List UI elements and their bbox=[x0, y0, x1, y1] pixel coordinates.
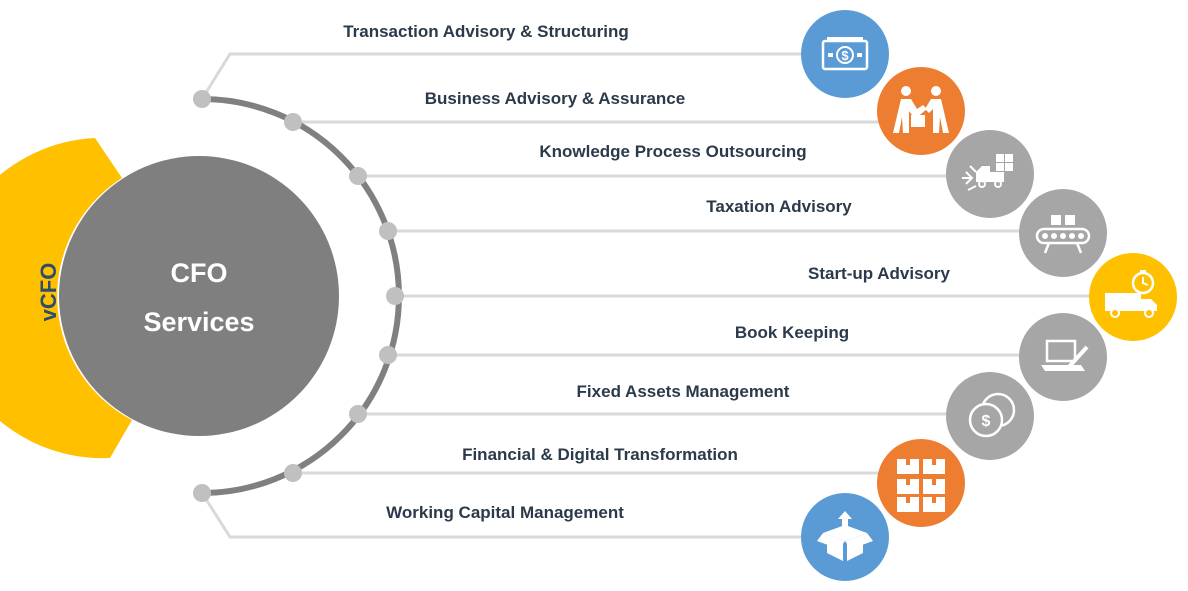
open-box-icon bbox=[801, 493, 889, 581]
arc-node bbox=[379, 222, 397, 240]
arc-nodes bbox=[193, 90, 404, 502]
laptop-icon bbox=[1019, 313, 1107, 401]
service-icon-glyph: $ bbox=[821, 37, 869, 71]
service-icon-circle bbox=[877, 439, 965, 527]
service-icon-glyph bbox=[897, 459, 945, 512]
arc-node bbox=[349, 167, 367, 185]
arc-node bbox=[284, 113, 302, 131]
service-icons: $$ bbox=[801, 10, 1177, 581]
service-label: Working Capital Management bbox=[386, 503, 624, 522]
delivery-timer-icon bbox=[1089, 253, 1177, 341]
service-labels: Transaction Advisory & Structuring Busine… bbox=[343, 22, 950, 522]
service-label: Knowledge Process Outsourcing bbox=[539, 142, 806, 161]
logistics-icon bbox=[946, 130, 1034, 218]
coins-icon: $ bbox=[946, 372, 1034, 460]
service-icon-circle bbox=[1019, 313, 1107, 401]
service-icon-glyph bbox=[1041, 339, 1089, 371]
service-label: Business Advisory & Assurance bbox=[425, 89, 685, 108]
connector-lines bbox=[200, 52, 1100, 539]
svg-text:$: $ bbox=[841, 48, 849, 63]
service-label: Start-up Advisory bbox=[808, 264, 951, 283]
service-icon-glyph bbox=[1035, 215, 1091, 254]
service-label: Transaction Advisory & Structuring bbox=[343, 22, 629, 41]
service-icon-glyph bbox=[962, 154, 1013, 191]
vcfo-label: vCFO bbox=[36, 263, 61, 322]
vcfo-band bbox=[0, 138, 132, 459]
connector-line bbox=[200, 492, 815, 539]
service-label: Fixed Assets Management bbox=[577, 382, 790, 401]
service-label: Financial & Digital Transformation bbox=[462, 445, 738, 464]
service-label: Taxation Advisory bbox=[706, 197, 852, 216]
service-icon-circle bbox=[801, 10, 889, 98]
arc-node bbox=[386, 287, 404, 305]
conveyor-icon bbox=[1019, 189, 1107, 277]
connector-line bbox=[200, 52, 815, 100]
svg-text:$: $ bbox=[982, 413, 991, 430]
service-icon-glyph bbox=[893, 86, 949, 133]
arc-node bbox=[379, 346, 397, 364]
service-icon-glyph: $ bbox=[968, 392, 1016, 438]
warehouse-boxes-icon bbox=[877, 439, 965, 527]
service-label: Book Keeping bbox=[735, 323, 849, 342]
service-icon-glyph bbox=[817, 511, 873, 561]
handover-icon bbox=[877, 67, 965, 155]
center-title-line2: Services bbox=[143, 307, 254, 337]
arc-node bbox=[349, 405, 367, 423]
money-icon: $ bbox=[801, 10, 889, 98]
center-title-line1: CFO bbox=[171, 258, 228, 288]
arc-node bbox=[193, 90, 211, 108]
service-icon-glyph bbox=[1105, 270, 1157, 318]
arc-node bbox=[284, 464, 302, 482]
arc-node bbox=[193, 484, 211, 502]
cfo-center-circle bbox=[59, 156, 339, 436]
